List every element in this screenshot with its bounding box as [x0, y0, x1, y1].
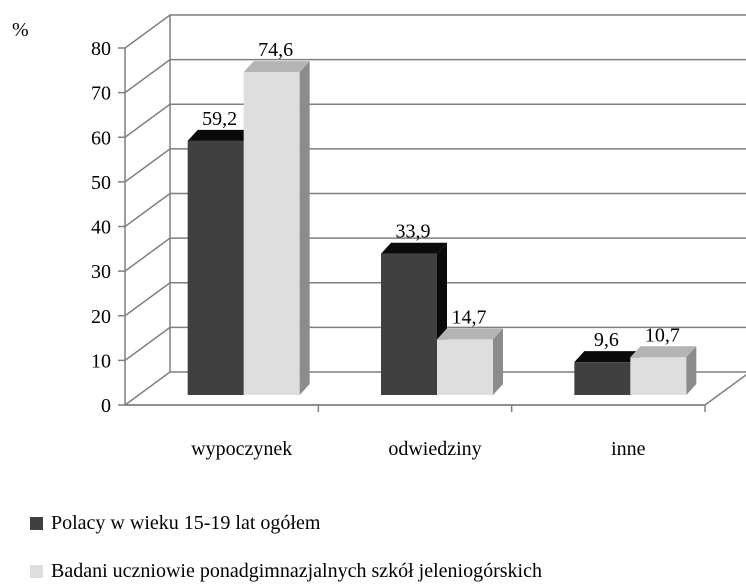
- gridline: [124, 237, 746, 272]
- y-tick-label: 30: [91, 261, 111, 283]
- bar-front: [243, 72, 300, 395]
- legend-swatch-badani: [30, 565, 43, 578]
- legend-swatch-polacy: [30, 517, 43, 530]
- gridline: [124, 58, 746, 94]
- gridline: [124, 326, 746, 361]
- bar-inne-s2: [630, 346, 697, 395]
- bar-top: [243, 61, 310, 73]
- data-label: 9,6: [594, 329, 619, 351]
- gridline: [124, 192, 746, 228]
- bar-odwiedziny-s2: [437, 328, 503, 395]
- data-label: 74,6: [258, 39, 293, 61]
- y-tick-label: 80: [91, 38, 111, 60]
- bar-front: [187, 140, 244, 395]
- legend-item-badani: Badani uczniowie ponadgimnazjalnych szkó…: [30, 560, 542, 583]
- gridlines: [118, 14, 746, 406]
- bars: [187, 61, 697, 395]
- legend-item-polacy: Polacy w wieku 15-19 lat ogółem: [30, 512, 320, 535]
- bar-top: [437, 328, 503, 340]
- legend-label-badani: Badani uczniowie ponadgimnazjalnych szkó…: [51, 560, 542, 582]
- bar-side: [493, 328, 503, 395]
- gridline: [124, 282, 746, 317]
- bar-front: [630, 357, 687, 395]
- y-tick-labels: 0 10 20 30 40 50 60 70 80: [91, 38, 111, 417]
- category-label-inne: inne: [611, 438, 646, 460]
- gridline: [124, 14, 746, 49]
- y-tick-label: 60: [91, 127, 111, 149]
- y-tick-label: 0: [101, 395, 111, 417]
- bar-top: [187, 129, 254, 141]
- y-axis-label: %: [12, 19, 29, 41]
- y-tick-label: 50: [91, 172, 111, 194]
- data-label: 14,7: [452, 306, 487, 328]
- y-tick-label: 20: [91, 306, 111, 328]
- bar-side: [686, 346, 697, 395]
- axes: [124, 48, 706, 412]
- legend-label-polacy: Polacy w wieku 15-19 lat ogółem: [51, 512, 321, 534]
- bar-wypoczynek-s2: [243, 61, 310, 395]
- data-label: 33,9: [396, 221, 431, 243]
- category-label-wypoczynek: wypoczynek: [191, 438, 292, 460]
- y-tick-label: 10: [91, 350, 111, 372]
- bar-front: [574, 362, 631, 395]
- bar-odwiedziny-s1: [381, 242, 447, 395]
- bar-top: [630, 346, 697, 358]
- chart: 0 10 20 30 40 50 60 70 80 59,2 74,6 33,9 14,7 9,6 10,…: [12, 14, 746, 460]
- data-label: 59,2: [202, 108, 237, 130]
- x-category-labels: wypoczynek odwiedziny inne: [191, 438, 646, 460]
- bar-side: [299, 61, 310, 395]
- data-label: 10,7: [645, 324, 680, 346]
- gridline: [124, 103, 746, 138]
- bar-top: [574, 351, 641, 363]
- bar-front: [381, 253, 437, 395]
- bar-front: [437, 339, 493, 395]
- bar-top: [381, 242, 447, 254]
- data-labels: 59,2 74,6 33,9 14,7 9,6 10,7: [202, 39, 680, 351]
- category-label-odwiedziny: odwiedziny: [388, 438, 481, 460]
- gridline: [124, 148, 746, 183]
- y-tick-label: 70: [91, 83, 111, 105]
- y-tick-label: 40: [91, 217, 111, 239]
